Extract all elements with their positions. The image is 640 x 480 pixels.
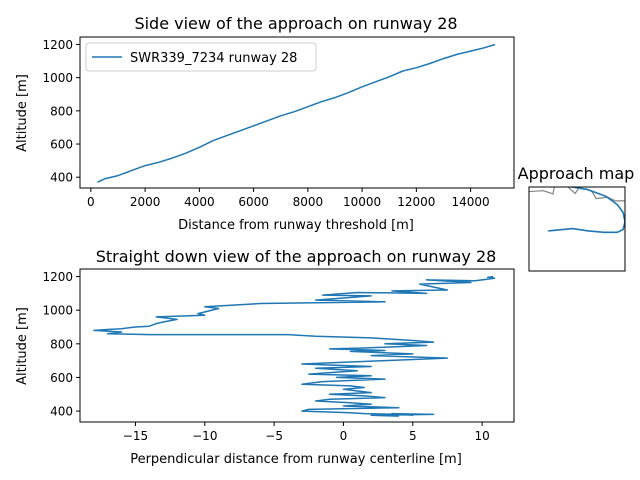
side-view-y-tick-label: 400 <box>50 171 73 185</box>
map-layers <box>529 187 625 234</box>
down-view-y-tick-label: 1200 <box>42 270 73 284</box>
down-view-title: Straight down view of the approach on ru… <box>96 247 497 266</box>
down-view-x-tick-label: 5 <box>409 429 417 443</box>
down-view-axes: Straight down view of the approach on ru… <box>15 247 515 467</box>
down-view-frame <box>79 268 515 423</box>
map-flight-track <box>548 187 625 234</box>
side-view-plot-area <box>97 43 496 183</box>
down-view-plot-area <box>93 275 496 417</box>
down-view-series-line-0 <box>93 275 496 417</box>
side-view-x-tick-label: 14000 <box>452 195 490 209</box>
down-view-y-tick-label: 1000 <box>42 304 73 318</box>
side-view-x-axis-label: Distance from runway threshold [m] <box>178 218 414 233</box>
side-view-y-tick-label: 1000 <box>42 71 73 85</box>
down-view-y-axis-label: Altitude [m] <box>15 307 30 385</box>
side-view-x-tick-label: 4000 <box>184 195 215 209</box>
approach-map-title: Approach map <box>518 164 635 183</box>
legend-label: SWR339_7234 runway 28 <box>130 51 297 66</box>
side-view-series-line-0 <box>97 43 496 183</box>
side-view-frame <box>79 36 515 189</box>
down-view-x-tick-label: −15 <box>123 429 148 443</box>
approach-map: Approach map <box>518 164 635 272</box>
down-view-x-tick-label: −5 <box>265 429 283 443</box>
side-view-y-tick-label: 600 <box>50 138 73 152</box>
down-view-x-ticks: −15 −10 −5 0 5 10 <box>123 422 490 443</box>
down-view-x-tick-label: −10 <box>192 429 217 443</box>
down-view-y-ticks: 400 600 800 1000 1200 <box>42 270 80 419</box>
down-view-y-tick-label: 400 <box>50 405 73 419</box>
side-view-y-axis-label: Altitude [m] <box>15 74 30 152</box>
side-view-y-tick-label: 800 <box>50 104 73 118</box>
side-view-axes: Side view of the approach on runway 28 0… <box>15 14 515 233</box>
legend-box <box>85 42 317 72</box>
side-view-x-tick-label: 8000 <box>293 195 324 209</box>
side-view-legend: SWR339_7234 runway 28 <box>85 42 317 72</box>
side-view-y-ticks: 400 600 800 1000 1200 <box>42 38 80 185</box>
approach-map-frame <box>528 186 626 272</box>
down-view-x-tick-label: 0 <box>340 429 348 443</box>
down-view-y-tick-label: 600 <box>50 371 73 385</box>
side-view-x-tick-label: 0 <box>87 195 95 209</box>
down-view-y-tick-label: 800 <box>50 337 73 351</box>
down-view-x-tick-label: 10 <box>474 429 489 443</box>
side-view-title: Side view of the approach on runway 28 <box>134 14 457 33</box>
side-view-x-tick-label: 12000 <box>397 195 435 209</box>
side-view-x-tick-label: 10000 <box>343 195 381 209</box>
side-view-y-tick-label: 1200 <box>42 38 73 52</box>
side-view-x-tick-label: 6000 <box>238 195 269 209</box>
down-view-x-axis-label: Perpendicular distance from runway cente… <box>130 452 462 467</box>
side-view-x-tick-label: 2000 <box>130 195 161 209</box>
side-view-x-ticks: 0 2000 4000 6000 8000 10000 12000 14000 <box>87 188 490 209</box>
map-plot-area <box>529 187 625 234</box>
